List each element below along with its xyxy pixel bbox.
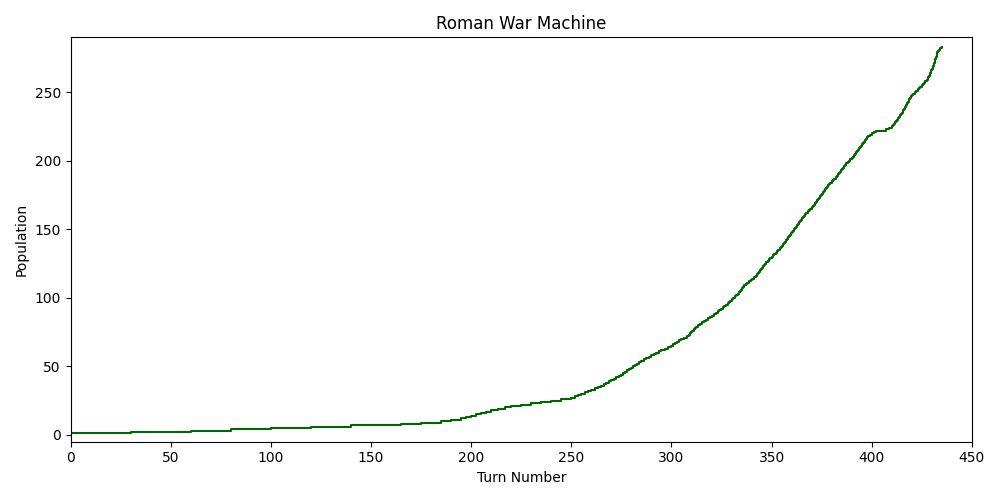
- Y-axis label: Population: Population: [15, 203, 29, 276]
- Title: Roman War Machine: Roman War Machine: [436, 15, 606, 33]
- X-axis label: Turn Number: Turn Number: [477, 471, 566, 485]
